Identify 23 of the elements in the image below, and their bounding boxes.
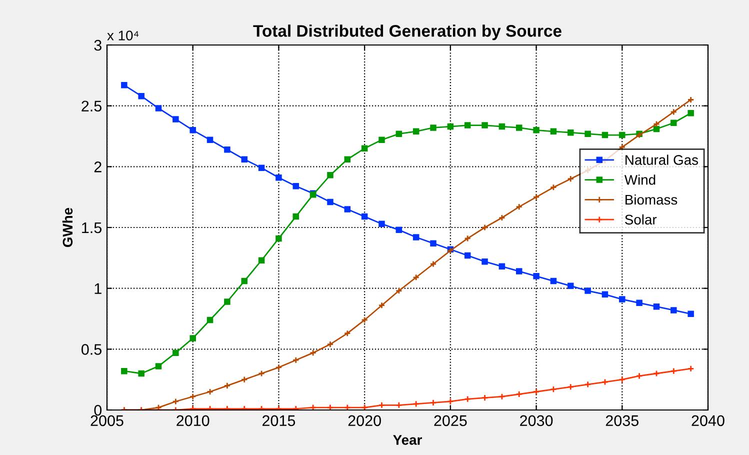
chart-title: Total Distributed Generation by Source xyxy=(253,24,562,40)
y-tick-label: 0.5 xyxy=(82,344,102,355)
legend-label: Wind xyxy=(624,174,656,185)
x-tick-label: 2025 xyxy=(434,415,467,426)
x-tick-label: 2040 xyxy=(692,415,724,426)
x-tick-label: 2020 xyxy=(348,415,381,426)
x-tick-label: 2005 xyxy=(90,415,124,426)
y-axis-title: GWhe xyxy=(62,208,73,247)
y-tick-label: 0 xyxy=(94,404,102,416)
y-tick-label: 1 xyxy=(94,283,102,294)
x-tick-label: 2010 xyxy=(176,415,210,426)
x-tick-label: 2030 xyxy=(520,415,553,426)
legend-label: Natural Gas xyxy=(626,154,698,165)
y-tick-label: 1.5 xyxy=(82,222,102,234)
x-tick-label: 2035 xyxy=(606,415,638,426)
y-tick-label: 2.5 xyxy=(82,100,102,112)
y-tick-label: 2 xyxy=(94,162,102,172)
y-tick-label: 3 xyxy=(94,40,102,51)
x-tick-label: 2015 xyxy=(262,415,296,426)
text: x 10⁴ xyxy=(107,30,139,40)
legend-label: Biomass xyxy=(626,194,678,205)
legend-label: Solar xyxy=(625,214,657,225)
x-axis-title: Year xyxy=(393,435,422,445)
